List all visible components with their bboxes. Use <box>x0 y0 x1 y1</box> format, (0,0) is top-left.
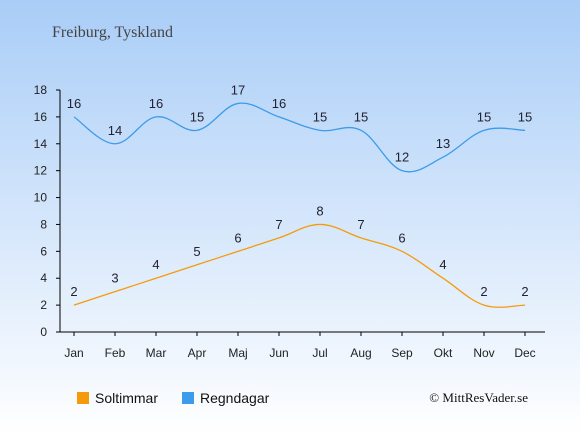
y-tick-label: 4 <box>40 271 47 285</box>
y-tick-label: 10 <box>34 191 48 205</box>
series-layer: 2 3 4 5 6 7 8 7 6 4 2 2 16 14 16 15 17 16 15 15 12 13 15 15 <box>67 82 532 308</box>
legend-label-regndagar: Regndagar <box>200 390 270 406</box>
legend-item-soltimmar: Soltimmar <box>77 390 158 406</box>
data-label-regndagar: 15 <box>190 109 204 124</box>
y-tick-label: 8 <box>40 217 47 231</box>
data-label-regndagar: 16 <box>272 96 286 111</box>
y-tick-label: 0 <box>40 325 47 339</box>
y-tick-label: 14 <box>34 137 48 151</box>
x-tick-label: Maj <box>228 346 247 360</box>
data-label-soltimmar: 8 <box>316 203 323 218</box>
x-tick-label: Jul <box>312 346 327 360</box>
y-tick-label: 2 <box>40 298 47 312</box>
y-axis-ticks: 0 2 4 6 8 10 12 14 16 18 <box>34 83 60 339</box>
data-label-soltimmar: 7 <box>357 217 364 232</box>
series-line-regndagar <box>73 102 526 173</box>
legend-swatch-regndagar <box>182 392 194 404</box>
data-label-soltimmar: 4 <box>152 257 159 272</box>
x-tick-label: Dec <box>514 346 535 360</box>
data-label-regndagar: 15 <box>313 109 327 124</box>
data-label-regndagar: 15 <box>518 109 532 124</box>
x-axis-ticks: Jan Feb Mar Apr Maj Jun Jul Aug Sep Okt Nov Dec <box>64 332 536 360</box>
data-label-soltimmar: 5 <box>193 244 200 259</box>
data-label-soltimmar: 2 <box>480 284 487 299</box>
data-label-regndagar: 16 <box>149 96 163 111</box>
y-tick-label: 6 <box>40 244 47 258</box>
y-tick-label: 16 <box>34 110 48 124</box>
legend-swatch-soltimmar <box>77 392 89 404</box>
x-tick-label: Okt <box>434 346 453 360</box>
x-tick-label: Mar <box>146 346 167 360</box>
data-label-regndagar: 13 <box>436 136 450 151</box>
x-tick-label: Nov <box>473 346 494 360</box>
chart-title: Freiburg, Tyskland <box>52 24 173 41</box>
data-label-soltimmar: 3 <box>111 271 118 286</box>
x-tick-label: Jun <box>269 346 288 360</box>
data-label-soltimmar: 7 <box>275 217 282 232</box>
data-label-regndagar: 15 <box>354 109 368 124</box>
data-label-regndagar: 12 <box>395 150 409 165</box>
x-tick-label: Jan <box>64 346 83 360</box>
data-label-soltimmar: 6 <box>234 230 241 245</box>
series-line-soltimmar <box>73 223 526 308</box>
data-label-soltimmar: 4 <box>439 257 446 272</box>
x-tick-label: Feb <box>105 346 126 360</box>
x-tick-label: Sep <box>391 346 413 360</box>
data-label-soltimmar: 2 <box>70 284 77 299</box>
x-tick-label: Aug <box>350 346 371 360</box>
data-label-regndagar: 15 <box>477 109 491 124</box>
y-tick-label: 12 <box>34 164 48 178</box>
x-tick-label: Apr <box>188 346 207 360</box>
legend-item-regndagar: Regndagar <box>182 390 270 406</box>
data-label-regndagar: 17 <box>231 82 245 97</box>
data-label-soltimmar: 6 <box>398 230 405 245</box>
data-label-soltimmar: 2 <box>521 284 528 299</box>
data-label-regndagar: 16 <box>67 96 81 111</box>
credit-text: © MittResVader.se <box>429 390 528 405</box>
data-label-regndagar: 14 <box>108 123 122 138</box>
legend-label-soltimmar: Soltimmar <box>95 390 158 406</box>
y-tick-label: 18 <box>34 83 48 97</box>
